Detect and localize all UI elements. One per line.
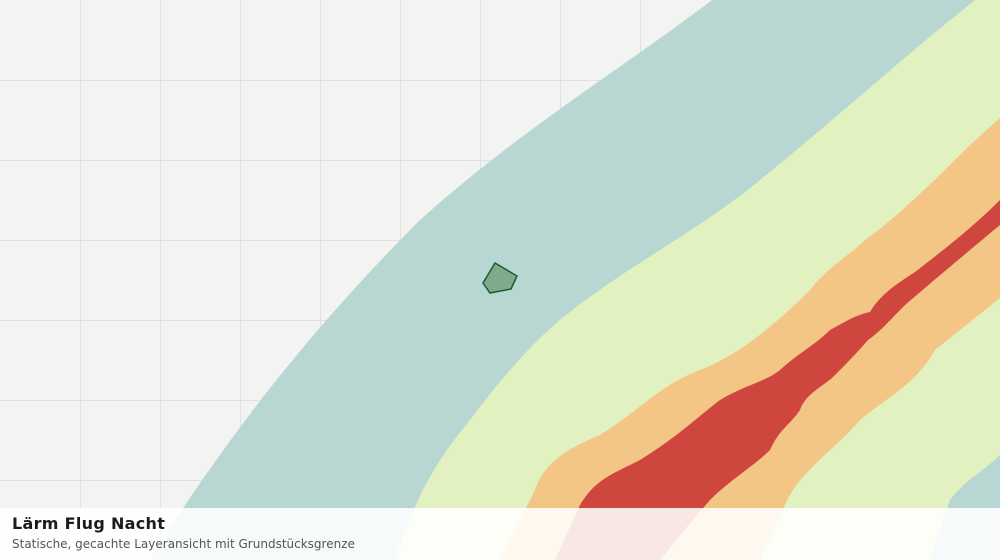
layer-subtitle: Statische, gecachte Layeransicht mit Gru…: [12, 537, 355, 551]
legend-footer: Lärm Flug Nacht Statische, gecachte Laye…: [0, 508, 1000, 560]
property-boundary: [482, 261, 518, 294]
layer-title: Lärm Flug Nacht: [12, 514, 166, 533]
noise-zone-very-high: [555, 200, 1000, 560]
noise-zone-medium-outer: [760, 298, 1000, 560]
